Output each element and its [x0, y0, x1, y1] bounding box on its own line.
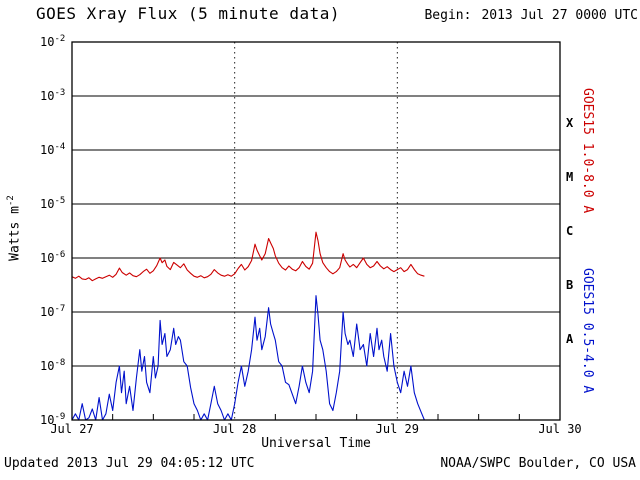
svg-text:10-7: 10-7 — [40, 304, 65, 319]
svg-text:C: C — [566, 224, 573, 238]
svg-text:Jul 30: Jul 30 — [538, 422, 581, 436]
begin-time: Begin: 2013 Jul 27 0000 UTC — [424, 8, 638, 23]
svg-text:M: M — [566, 170, 573, 184]
page-title: GOES Xray Flux (5 minute data) — [36, 4, 340, 23]
svg-text:10-8: 10-8 — [40, 358, 65, 373]
credit-text: NOAA/SWPC Boulder, CO USA — [440, 456, 636, 471]
updated-timestamp: Updated 2013 Jul 29 04:05:12 UTC — [4, 456, 255, 471]
svg-text:10-4: 10-4 — [40, 142, 65, 157]
svg-text:10-2: 10-2 — [40, 34, 65, 49]
svg-text:Jul 28: Jul 28 — [213, 422, 256, 436]
svg-text:10-3: 10-3 — [40, 88, 65, 103]
svg-text:X: X — [566, 116, 574, 130]
svg-text:Jul 27: Jul 27 — [50, 422, 93, 436]
series-label-short-wavelength: GOES15 0.5-4.0 A — [580, 268, 595, 394]
svg-text:A: A — [566, 332, 574, 346]
begin-value: 2013 Jul 27 0000 UTC — [481, 8, 638, 23]
begin-label: Begin: — [424, 8, 472, 23]
svg-text:Jul 29: Jul 29 — [376, 422, 419, 436]
x-axis-label: Universal Time — [261, 436, 371, 451]
svg-text:10-5: 10-5 — [40, 196, 65, 211]
svg-text:B: B — [566, 278, 573, 292]
series-label-long-wavelength: GOES15 1.0-8.0 A — [580, 88, 595, 214]
svg-text:10-6: 10-6 — [40, 250, 65, 265]
